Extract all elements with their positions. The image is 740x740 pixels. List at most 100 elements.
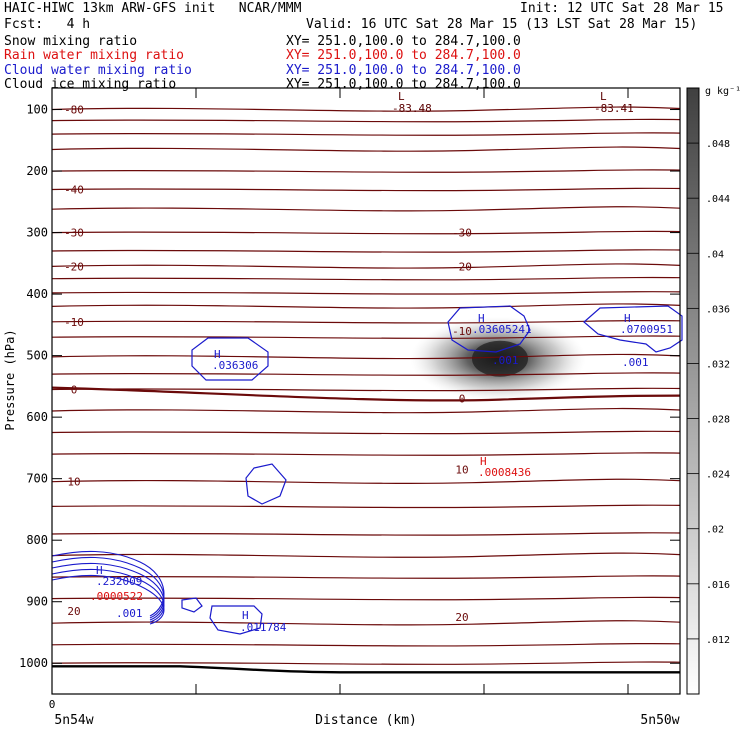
isotherm-line (51, 372, 681, 376)
isotherm-line (51, 661, 681, 665)
isotherm-line (51, 206, 681, 212)
y-tick-label: 200 (26, 164, 48, 178)
cloud-water-contour (51, 556, 165, 619)
colorbar-level-label: .024 (706, 470, 730, 481)
isotherm-line (51, 118, 681, 123)
colorbar-gradient (686, 87, 700, 695)
isotherm-line (51, 642, 681, 647)
extremum-label: H (480, 455, 487, 468)
cloud-water-contour (583, 305, 683, 353)
cloud-ice-core (472, 340, 528, 377)
isotherm-label: 0 (459, 393, 466, 406)
isotherm-label: 0 (71, 383, 78, 396)
colorbar-unit: g kg⁻¹ (705, 86, 740, 97)
x-right-label: 5n50w (640, 713, 679, 728)
isotherm-line (51, 291, 681, 295)
cloud-water-contour (51, 568, 165, 623)
y-tick-label: 100 (26, 103, 48, 117)
isotherm-label: 10 (67, 476, 80, 489)
header-model-title: HAIC-HIWC 13km ARW-GFS init NCAR/MMM (4, 1, 302, 16)
colorbar-level-label: .016 (706, 580, 730, 591)
colorbar-level-label: .048 (706, 139, 730, 150)
extremum-label: -83.48 (392, 102, 432, 115)
isotherm-line (51, 620, 681, 626)
extremum-label: .001 (622, 356, 649, 369)
terrain-line (52, 665, 680, 674)
colorbar-level-label: .036 (706, 304, 730, 315)
extremum-label: L (398, 90, 405, 103)
y-tick-label: 600 (26, 410, 48, 424)
isotherm-label: -40 (64, 184, 84, 197)
y-tick-label: 300 (26, 226, 48, 240)
cloud-water-contour (191, 337, 269, 381)
cloud-water-contour (51, 574, 165, 625)
y-axis-label: Pressure (hPa) (3, 329, 17, 430)
y-tick-label: 400 (26, 287, 48, 301)
isotherm-line (51, 319, 681, 324)
field-label-rain: Rain water mixing ratio (4, 48, 185, 63)
isotherm-line (51, 504, 681, 509)
isotherm-line (51, 452, 681, 456)
isotherm-line (51, 276, 681, 281)
extremum-label: -83.41 (594, 102, 634, 115)
y-tick-label: 800 (26, 533, 48, 547)
isotherm-label: 10 (455, 463, 468, 476)
isotherm-line (51, 478, 681, 484)
colorbar-level-label: .032 (706, 359, 730, 370)
isotherm-line (51, 106, 681, 112)
isotherm-line (51, 230, 681, 235)
extremum-label: .011784 (240, 621, 287, 634)
extremum-label: H (478, 312, 485, 325)
cloud-water-contour (245, 463, 287, 505)
isotherm-label: -30 (452, 227, 472, 240)
isotherm-line (51, 353, 681, 360)
plot-frame (51, 87, 681, 695)
cloud-water-contour (209, 605, 263, 635)
field-label-snow: Snow mixing ratio (4, 34, 138, 49)
isotherm-line (51, 575, 681, 579)
isotherm-label: -20 (64, 260, 84, 273)
x-tick-label: 0 (49, 698, 56, 711)
y-tick-label: 1000 (19, 656, 48, 670)
extremum-label: .232009 (96, 575, 142, 588)
x-axis-label: Distance (km) (315, 713, 417, 728)
isotherm-line (51, 303, 681, 309)
isotherm-line (51, 335, 681, 339)
isotherm-label: 20 (455, 611, 468, 624)
colorbar-level-label: .028 (706, 415, 730, 426)
y-tick-label: 500 (26, 349, 48, 363)
y-tick-label: 900 (26, 595, 48, 609)
field-xy-snow: XY= 251.0,100.0 to 284.7,100.0 (286, 34, 521, 49)
extremum-label: H (242, 609, 249, 622)
field-label-cloud-water: Cloud water mixing ratio (4, 63, 192, 78)
cloud-water-contour (447, 305, 531, 353)
cloud-water-contour (181, 597, 203, 613)
isotherm-line (51, 430, 681, 435)
extremum-label: H (96, 564, 103, 577)
isotherm-line (51, 532, 681, 536)
isotherm-line (51, 169, 681, 173)
header-init-time: Init: 12 UTC Sat 28 Mar 15 (520, 1, 724, 16)
isotherm-label: -20 (452, 260, 472, 273)
isotherm-line (51, 146, 681, 152)
isotherm-label: 20 (67, 605, 80, 618)
isotherm-line (51, 552, 681, 558)
header-valid-time: Valid: 16 UTC Sat 28 Mar 15 (13 LST Sat … (306, 17, 698, 32)
extremum-label: .001 (116, 607, 143, 620)
extremum-label: .001 (492, 354, 519, 367)
colorbar: g kg⁻¹ .012 .016 .02 .024 .028 .032 .036 .04 .04… (686, 86, 740, 695)
isotherm-line (51, 132, 681, 136)
header-forecast-hour: Fcst: 4 h (4, 17, 91, 32)
extremum-label: .0000522 (90, 590, 143, 603)
isotherm-line (51, 387, 681, 392)
isotherm-line (51, 263, 681, 269)
isotherm-label: -10 (64, 316, 84, 329)
field-xy-rain: XY= 251.0,100.0 to 284.7,100.0 (286, 48, 521, 63)
isotherm-line (51, 407, 681, 414)
isotherm-line (51, 249, 681, 253)
isotherm-line (51, 596, 681, 601)
field-xy-cloud-water: XY= 251.0,100.0 to 284.7,100.0 (286, 63, 521, 78)
y-tick-label: 700 (26, 472, 48, 486)
